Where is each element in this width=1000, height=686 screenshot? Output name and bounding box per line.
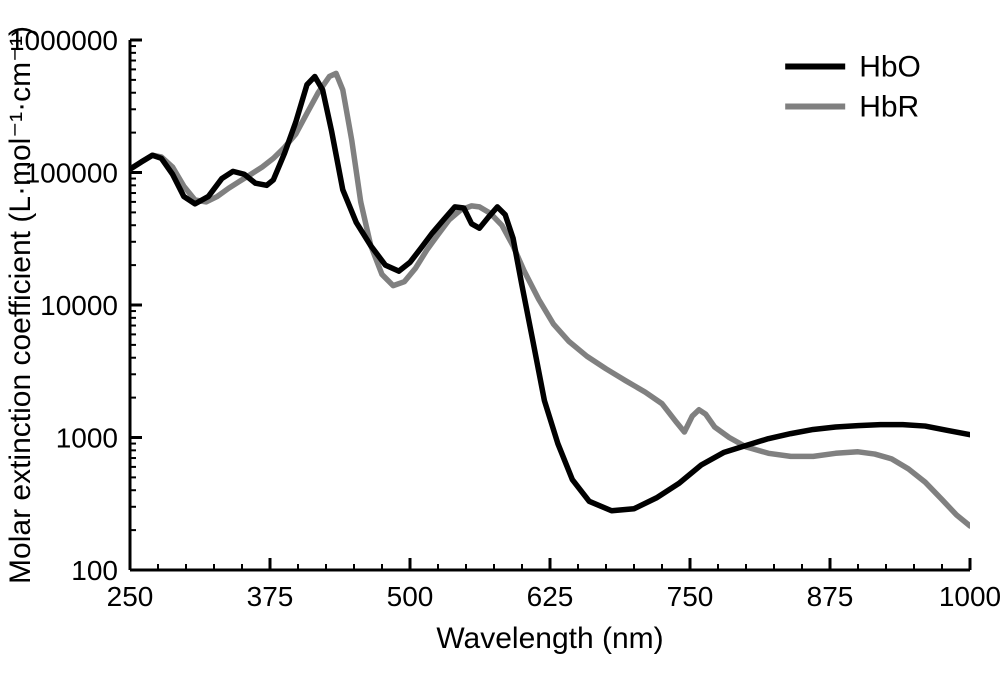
x-tick-label: 500 [387,581,434,612]
y-tick-label: 100000 [25,158,118,189]
legend-label-hbo: HbO [859,51,921,84]
x-tick-label: 875 [807,581,854,612]
x-tick-label: 1000 [939,581,1000,612]
y-tick-label: 1000 [56,423,118,454]
x-tick-label: 750 [667,581,714,612]
y-tick-label: 10000 [40,290,118,321]
legend-label-hbr: HbR [859,91,919,124]
x-axis-label: Wavelength (nm) [436,622,663,655]
x-tick-label: 625 [527,581,574,612]
x-tick-label: 375 [247,581,294,612]
extinction-spectrum-chart: 2503755006257508751000Wavelength (nm)100… [0,0,1000,686]
y-tick-label: 100 [71,555,118,586]
chart-container: 2503755006257508751000Wavelength (nm)100… [0,0,1000,686]
y-axis-label: Molar extinction coefficient (L·mol⁻¹·cm… [4,26,37,584]
